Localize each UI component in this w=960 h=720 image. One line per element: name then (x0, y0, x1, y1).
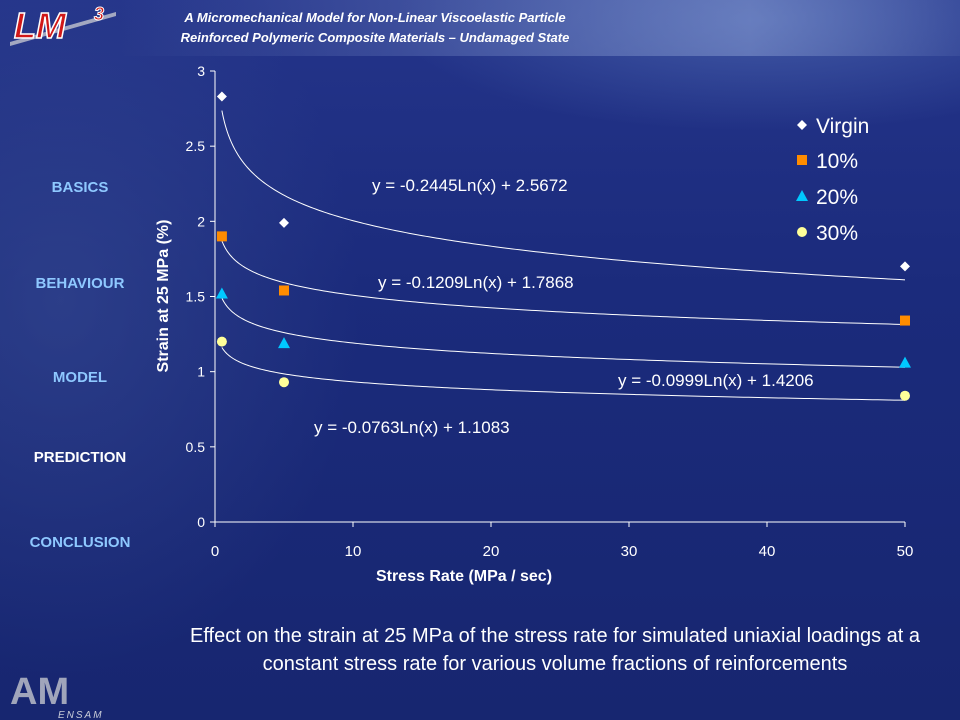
header-band (120, 0, 960, 56)
legend-label-2: 20% (816, 186, 858, 209)
data-point-2-0 (215, 287, 228, 299)
data-point-3-0 (216, 336, 227, 347)
ensam-logo: AM ENSAM (10, 671, 104, 720)
legend-marker-0 (797, 120, 807, 130)
legend-label-0: Virgin (816, 115, 869, 138)
y-tick-label: 2 (197, 213, 205, 229)
fit-curve-3 (221, 347, 906, 401)
nav-item-conclusion[interactable]: CONCLUSION (29, 534, 131, 551)
x-tick-label: 40 (759, 543, 776, 560)
fit-equation-1: y = -0.1209Ln(x) + 1.7868 (378, 273, 574, 292)
x-tick-label: 50 (897, 543, 914, 560)
nav-item-model[interactable]: MODEL (52, 369, 108, 386)
x-axis-label: Stress Rate (MPa / sec) (376, 568, 552, 585)
lm3-logo-sup: 3 (94, 4, 104, 24)
x-tick-label: 10 (345, 543, 362, 560)
y-tick-label: 2.5 (186, 138, 206, 154)
nav-item-prediction[interactable]: PREDICTION (33, 449, 127, 466)
y-tick-label: 0.5 (186, 439, 206, 455)
fit-equation-0: y = -0.2445Ln(x) + 2.5672 (372, 176, 568, 195)
data-point-0-2 (900, 261, 910, 272)
side-navigation: BASICS BEHAVIOUR MODEL PREDICTION CONCLU… (0, 0, 160, 720)
x-tick-label: 20 (483, 543, 500, 560)
fit-equation-2: y = -0.0999Ln(x) + 1.4206 (618, 371, 814, 390)
x-tick-label: 30 (621, 543, 638, 560)
fit-equation-3: y = -0.0763Ln(x) + 1.1083 (314, 418, 510, 437)
ensam-logo-text: AM (10, 671, 69, 713)
nav-item-basics[interactable]: BASICS (51, 179, 109, 196)
y-tick-label: 1 (197, 364, 205, 380)
y-tick-label: 1.5 (186, 289, 206, 305)
data-point-0-1 (279, 217, 289, 228)
data-point-3-1 (279, 377, 289, 388)
fit-curve-1 (221, 240, 906, 325)
ensam-logo-sub: ENSAM (58, 710, 104, 720)
fit-curve-2 (221, 297, 906, 368)
fit-equation-labels: y = -0.2445Ln(x) + 2.5672 y = -0.1209Ln(x… (314, 176, 814, 437)
legend-label-1: 10% (816, 150, 858, 173)
data-point-1-1 (279, 285, 289, 296)
legend-marker-3 (797, 227, 807, 237)
data-point-3-2 (900, 390, 910, 401)
legend-marker-2 (796, 190, 808, 201)
data-point-0-0 (216, 91, 227, 102)
page-title-line2: Reinforced Polymeric Composite Materials… (180, 30, 570, 45)
legend-label-3: 30% (816, 222, 858, 245)
page-title: A Micromechanical Model for Non-Linear V… (130, 8, 620, 48)
data-point-2-2 (899, 356, 911, 368)
data-point-1-0 (216, 231, 227, 242)
lm3-logo-text: LM (14, 5, 67, 46)
y-axis-label: Strain at 25 MPa (%) (155, 220, 172, 373)
page-title-line1: A Micromechanical Model for Non-Linear V… (184, 10, 566, 25)
legend-marker-1 (797, 155, 807, 165)
nav-item-behaviour[interactable]: BEHAVIOUR (35, 275, 125, 292)
figure-caption: Effect on the strain at 25 MPa of the st… (189, 625, 921, 675)
x-tick-label: 0 (211, 543, 219, 560)
y-tick-label: 0 (197, 514, 205, 530)
data-point-1-2 (900, 315, 910, 326)
data-points (215, 91, 911, 401)
chart-legend: Virgin 10% 20% 30% (796, 115, 869, 245)
y-tick-label: 3 (197, 63, 205, 79)
fit-curves (221, 110, 906, 401)
lm3-logo: LM 3 (10, 4, 116, 46)
fit-curve-0 (221, 110, 906, 281)
data-point-2-1 (278, 337, 290, 349)
